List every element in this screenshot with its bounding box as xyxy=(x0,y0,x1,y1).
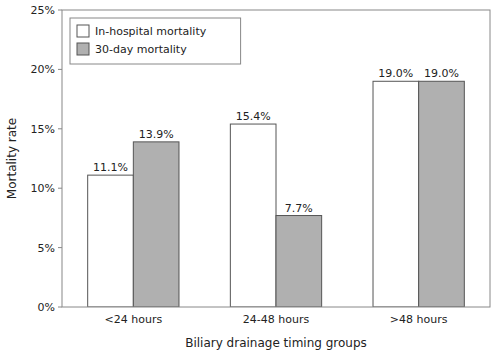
bar xyxy=(373,81,419,307)
legend: In-hospital mortality 30-day mortality xyxy=(70,18,241,64)
bar xyxy=(276,216,322,307)
y-axis-label: Mortality rate xyxy=(5,118,19,199)
legend-label: In-hospital mortality xyxy=(95,25,207,38)
x-tick-label: 24-48 hours xyxy=(243,313,310,326)
y-tick xyxy=(58,128,62,129)
chart-svg: 11.1% 15.4% 19.0% 13.9% 7.7% 19.0% 0% 5% 10% 15% 2… xyxy=(0,0,500,355)
bars xyxy=(88,81,465,307)
bar xyxy=(133,142,179,307)
y-tick xyxy=(58,69,62,70)
x-tick-label: >48 hours xyxy=(390,313,448,326)
data-label: 19.0% xyxy=(424,67,459,80)
data-label: 13.9% xyxy=(139,128,174,141)
data-label: 11.1% xyxy=(93,161,128,174)
legend-swatch xyxy=(77,25,89,37)
x-axis-label: Biliary drainage timing groups xyxy=(185,336,367,350)
legend-label: 30-day mortality xyxy=(95,43,187,56)
plot-frame xyxy=(62,10,490,307)
y-tick-label: 25% xyxy=(31,4,55,17)
bar xyxy=(419,81,465,307)
legend-box xyxy=(70,18,241,64)
y-tick xyxy=(58,247,62,248)
x-tick-label: <24 hours xyxy=(105,313,163,326)
y-tick xyxy=(58,188,62,189)
y-tick-label: 15% xyxy=(31,123,55,136)
bar xyxy=(88,175,134,307)
bar xyxy=(230,124,276,307)
y-tick-label: 20% xyxy=(31,63,55,76)
y-tick-label: 10% xyxy=(31,182,55,195)
data-label: 7.7% xyxy=(285,202,313,215)
legend-swatch xyxy=(77,43,89,55)
y-tick-label: 5% xyxy=(38,242,55,255)
y-tick xyxy=(58,307,62,308)
chart-container: 11.1% 15.4% 19.0% 13.9% 7.7% 19.0% 0% 5% 10% 15% 2… xyxy=(0,0,500,355)
y-tick-label: 0% xyxy=(38,301,55,314)
data-label: 19.0% xyxy=(378,67,413,80)
data-label: 15.4% xyxy=(236,110,271,123)
y-tick xyxy=(58,10,62,11)
